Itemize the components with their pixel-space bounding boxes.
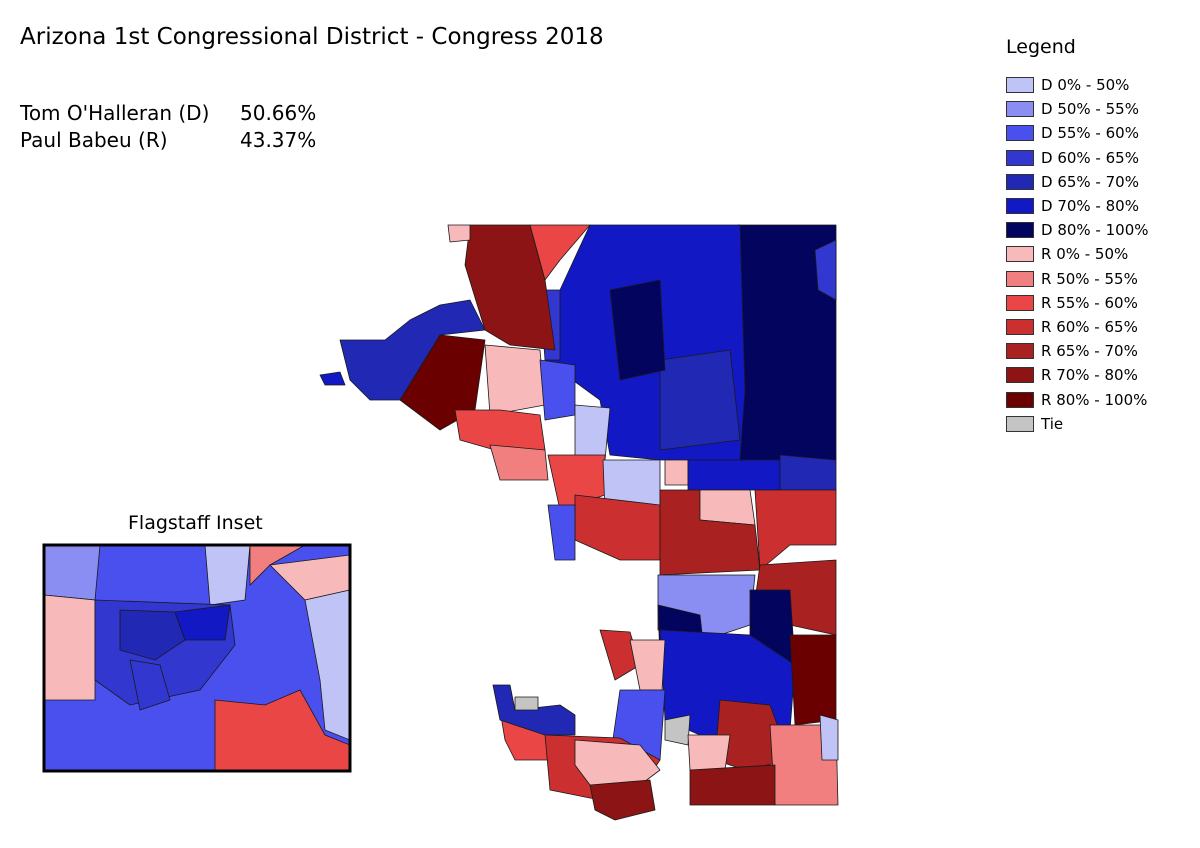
legend-title: Legend — [1006, 36, 1076, 58]
inset-frame — [42, 543, 352, 773]
legend-item: D 65% - 70% — [1006, 170, 1149, 194]
precinct-north-corner-pink — [447, 224, 471, 243]
legend-swatch — [1006, 270, 1034, 287]
legend-label: D 0% - 50% — [1041, 76, 1130, 95]
legend-label: Tie — [1041, 414, 1064, 433]
legend: Legend D 0% - 50% D 50% - 55% D 55% - 60% D… — [1006, 36, 1149, 436]
legend-item: R 55% - 60% — [1006, 291, 1149, 315]
candidate-name: Paul Babeu (R) — [20, 128, 168, 152]
legend-swatch — [1006, 198, 1034, 215]
legend-item: R 60% - 65% — [1006, 315, 1149, 339]
precinct-west-blue — [339, 299, 486, 401]
legend-label: R 0% - 50% — [1041, 245, 1129, 264]
legend-swatch — [1006, 367, 1034, 384]
legend-swatch — [1006, 77, 1034, 94]
legend-swatch — [1006, 415, 1034, 432]
precinct-west-pink — [484, 344, 546, 416]
precinct-north-mid-dark — [609, 279, 666, 381]
legend-label: D 70% - 80% — [1041, 197, 1139, 216]
precinct-north-ne-small — [814, 239, 837, 301]
legend-swatch — [1006, 343, 1034, 360]
legend-label: D 50% - 55% — [1041, 100, 1139, 119]
precinct-west-red-b — [489, 444, 549, 481]
result-row-rep: Paul Babeu (R) 43.37% — [20, 127, 316, 154]
results-summary: Tom O'Halleran (D) 50.66% Paul Babeu (R)… — [20, 100, 316, 154]
precinct-flagstaff-lightblue — [574, 404, 611, 461]
legend-swatch — [1006, 173, 1034, 190]
legend-label: R 60% - 65% — [1041, 317, 1138, 336]
precinct-south-tie — [664, 714, 691, 746]
precinct-east-midblue — [779, 454, 837, 491]
precinct-south-lightblue-e — [819, 714, 839, 761]
legend-swatch — [1006, 391, 1034, 408]
inset-precinct — [204, 545, 251, 606]
precinct-south-flag-blue — [547, 504, 576, 561]
legend-label: R 70% - 80% — [1041, 366, 1138, 385]
legend-swatch — [1006, 149, 1034, 166]
precinct-south-pink — [629, 639, 666, 691]
precinct-south-darkred-bottom — [689, 764, 776, 806]
legend-label: R 65% - 70% — [1041, 342, 1138, 361]
inset-precinct — [44, 594, 96, 701]
legend-label: D 55% - 60% — [1041, 124, 1139, 143]
legend-label: R 50% - 55% — [1041, 269, 1138, 288]
legend-items: D 0% - 50% D 50% - 55% D 55% - 60% D 60% - … — [1006, 73, 1149, 436]
precinct-west-blue-tip — [319, 371, 346, 386]
legend-swatch — [1006, 294, 1034, 311]
legend-label: R 55% - 60% — [1041, 293, 1138, 312]
legend-label: D 80% - 100% — [1041, 221, 1149, 240]
map-title: Arizona 1st Congressional District - Con… — [20, 24, 604, 50]
legend-item: Tie — [1006, 412, 1149, 436]
inset-title: Flagstaff Inset — [128, 512, 263, 534]
precinct-sw-darkred-bottom — [589, 779, 656, 821]
precinct-central-red-belt — [574, 494, 661, 561]
precinct-east-blue — [687, 459, 781, 491]
legend-swatch — [1006, 125, 1034, 142]
precinct-north-center-dark — [659, 349, 741, 451]
legend-swatch — [1006, 246, 1034, 263]
inset-precinct — [119, 609, 186, 661]
legend-item: D 55% - 60% — [1006, 121, 1149, 145]
flagstaff-inset — [44, 545, 350, 771]
legend-swatch — [1006, 318, 1034, 335]
precinct-center-lightpink — [664, 459, 689, 486]
legend-item: D 60% - 65% — [1006, 146, 1149, 170]
precinct-sw-tie — [514, 696, 539, 711]
legend-item: D 80% - 100% — [1006, 218, 1149, 242]
candidate-share: 50.66% — [240, 101, 317, 125]
legend-swatch — [1006, 101, 1034, 118]
legend-item: D 50% - 55% — [1006, 97, 1149, 121]
legend-item: D 70% - 80% — [1006, 194, 1149, 218]
inset-precinct — [269, 554, 350, 601]
legend-item: R 70% - 80% — [1006, 363, 1149, 387]
precinct-north-red-strip — [529, 224, 591, 281]
inset-precinct — [304, 589, 350, 741]
precinct-south-pink-b — [687, 734, 731, 771]
legend-swatch — [1006, 222, 1034, 239]
legend-item: R 80% - 100% — [1006, 387, 1149, 411]
inset-precinct — [174, 604, 231, 641]
legend-label: R 80% - 100% — [1041, 390, 1148, 409]
legend-item: D 0% - 50% — [1006, 73, 1149, 97]
legend-item: R 65% - 70% — [1006, 339, 1149, 363]
inset-precinct — [214, 689, 350, 771]
legend-label: D 65% - 70% — [1041, 172, 1139, 191]
result-row-dem: Tom O'Halleran (D) 50.66% — [20, 100, 316, 127]
precinct-south-darkred-east — [789, 634, 837, 726]
inset-precinct — [129, 659, 171, 711]
precinct-flagstaff-blue — [539, 359, 576, 421]
legend-label: D 60% - 65% — [1041, 148, 1139, 167]
candidate-share: 43.37% — [240, 128, 317, 152]
precinct-west-red-a — [454, 409, 546, 451]
legend-item: R 0% - 50% — [1006, 242, 1149, 266]
precinct-east-red-right — [754, 489, 837, 571]
legend-item: R 50% - 55% — [1006, 267, 1149, 291]
inset-precinct — [44, 545, 101, 601]
candidate-name: Tom O'Halleran (D) — [20, 101, 210, 125]
